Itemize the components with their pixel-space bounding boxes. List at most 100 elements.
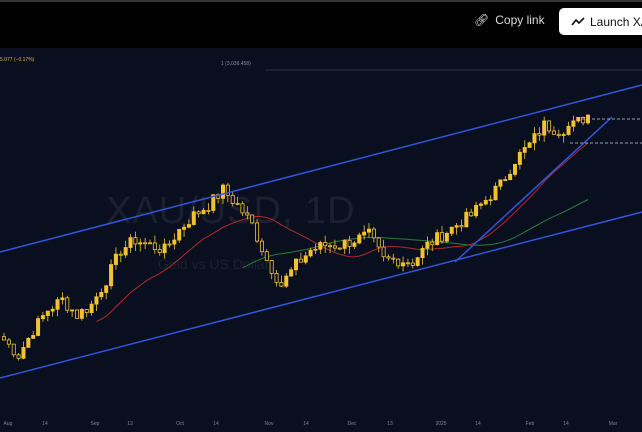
candle-body [99,292,104,298]
candle-body [65,297,70,311]
ma-slow-line [242,199,589,269]
candle-body [201,209,206,215]
candle-body [517,151,522,165]
candle-body [240,203,245,214]
candle-body [55,299,60,310]
candle-body [439,232,444,242]
top-bar: 🔗︎ Copy link Launch XAU [0,0,642,54]
candle-body [211,194,216,211]
candle-body [532,133,537,144]
candle-body [508,173,513,180]
candle-body [167,243,172,246]
candle-body [284,275,289,287]
candle-body [401,262,406,267]
x-tick-label: 14 [303,421,309,427]
candle-body [332,245,337,249]
candle-body [464,211,469,228]
copy-link-button[interactable]: 🔗︎ Copy link [474,13,545,27]
candle-body [177,228,182,241]
price-change: 5.077 (−0.17%) [0,57,35,63]
candle-body [230,194,235,204]
candle-body [143,242,148,245]
candle-body [371,228,376,239]
candle-body [162,243,167,254]
x-tick-label: 14 [42,421,48,427]
candle-body [483,200,488,205]
candle-body [556,133,561,136]
candle-body [279,281,284,287]
candle-body [123,247,128,256]
candle-body [191,211,196,225]
candle-body [60,297,65,301]
link-icon: 🔗︎ [474,13,490,27]
candle-body [172,239,177,245]
candle-body [50,308,55,312]
candle-body [513,164,518,175]
candle-body [94,296,99,305]
candle-body [410,262,415,266]
candle-body [250,214,255,224]
candle-body [357,234,362,244]
candle-body [474,205,479,217]
candle-body [147,242,152,245]
candle-body [386,256,391,259]
candle-body [269,260,274,274]
candle-body [478,203,483,206]
x-tick-label: 13 [127,421,133,427]
candle-body [109,264,114,287]
candle-body [542,120,547,136]
candle-body [84,309,89,313]
candle-body [352,242,357,247]
candle-body [11,343,16,356]
trend-icon [571,16,585,25]
candle-body [342,239,347,249]
candle-body [206,209,211,212]
copy-link-label: Copy link [495,13,545,27]
launch-label: Launch XAU [590,14,642,29]
x-tick-label: Oct [176,421,184,427]
candle-body [313,248,318,251]
channel-lower-line [0,211,642,379]
candle-body [36,318,41,336]
candle-body [435,232,440,246]
candle-body [31,335,36,339]
fib-level-label: 1 (3,036.458) [221,61,251,67]
candle-body [40,315,45,320]
candle-body [318,242,323,250]
candle-body [498,179,503,187]
candle-body [308,249,313,257]
candle-body [444,233,449,242]
candle-body [186,224,191,228]
x-tick-label: Mar [608,421,618,427]
candle-body [128,237,133,248]
x-tick-label: 14 [475,421,481,427]
candle-body [391,257,396,260]
candle-body [235,202,240,205]
launch-button[interactable]: Launch XAU [559,8,642,35]
candle-body [289,269,294,277]
candle-body [259,240,264,253]
candle-body [493,185,498,201]
candle-body [420,247,425,259]
x-tick-label: Nov [264,421,274,427]
candle-body [571,120,576,127]
candle-body [152,242,157,250]
x-tick-label: Sep [90,421,100,427]
candle-body [26,337,31,348]
candle-body [104,285,109,293]
candle-body [537,133,542,136]
candle-body [196,211,201,215]
candle-body [220,184,225,199]
watermark-name: Gold vs US Dollar [158,256,270,272]
candle-body [347,239,352,247]
candle-body [255,222,260,242]
candle-body [459,225,464,228]
candle-body [469,211,474,217]
candle-body [396,258,401,267]
candle-body [182,226,187,230]
candle-body [79,309,84,319]
candle-body [118,253,123,256]
candle-body [405,262,410,265]
candle-body [425,241,430,249]
candle-body [89,303,94,313]
